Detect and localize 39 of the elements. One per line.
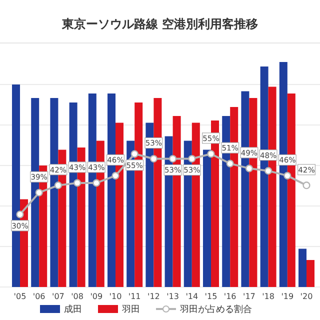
point (54, 182, 62, 190)
point (188, 154, 196, 163)
point (16, 210, 24, 218)
point (264, 167, 272, 175)
legend-label: 成田 (64, 304, 82, 315)
x-tick-label: '10 (109, 292, 122, 301)
x-tick-label: '05 (14, 292, 26, 301)
legend-label: 羽田が占める割合 (180, 304, 252, 315)
point (150, 154, 158, 163)
bar (298, 248, 306, 287)
point (35, 188, 43, 196)
chart-title: 東京ーソウル路線 空港別利用客推移 (60, 17, 258, 31)
point (207, 150, 215, 158)
legend-label: 羽田 (122, 304, 140, 315)
x-tick-label: '13 (166, 292, 179, 301)
point (169, 154, 177, 163)
point (92, 179, 100, 187)
x-tick-label: '09 (90, 292, 103, 301)
x-tick-label: '16 (224, 292, 236, 301)
point (74, 179, 82, 187)
x-tick-label: '12 (148, 292, 160, 301)
x-tick-label: '06 (32, 292, 46, 301)
point (284, 172, 292, 180)
x-tick-label: '14 (186, 292, 198, 301)
x-tick-label: '07 (52, 292, 64, 301)
x-tick-label: '18 (262, 292, 274, 301)
point (245, 164, 253, 172)
x-tick-label: '15 (204, 292, 218, 301)
point (302, 182, 310, 190)
x-tick-label: '19 (281, 292, 294, 301)
x-tick-label: '17 (243, 292, 256, 301)
x-tick-label: '20 (300, 292, 313, 301)
x-tick-label: '08 (71, 292, 84, 301)
point (112, 172, 120, 180)
point (226, 160, 234, 168)
x-tick-label: '11 (128, 292, 141, 301)
bar (203, 150, 211, 287)
point (130, 150, 138, 158)
bar (306, 260, 314, 287)
